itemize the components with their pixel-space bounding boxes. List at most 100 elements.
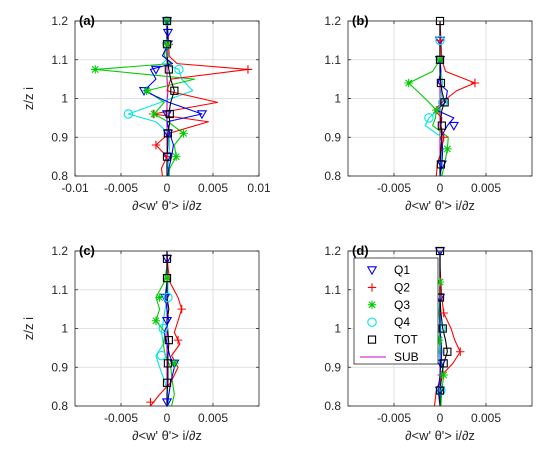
y-tick-label: 1.1	[51, 283, 68, 297]
series-q4-markers	[424, 35, 448, 123]
y-tick-label: 1.2	[51, 14, 68, 28]
x-tick-label: 0.005	[198, 411, 228, 425]
series-tot-marker	[443, 347, 452, 356]
y-tick-label: 0.9	[51, 360, 68, 374]
legend-q4-label: Q4	[394, 315, 410, 329]
y-tick-label: 1	[61, 322, 68, 336]
x-tick-label: -0.005	[377, 181, 411, 195]
y-tick-label: 1.1	[324, 283, 341, 297]
legend-q4-marker	[367, 317, 377, 327]
series-tot-marker	[162, 274, 172, 283]
series-tot-marker	[436, 160, 446, 169]
y-tick-label: 1.2	[324, 244, 341, 258]
panel-label: (c)	[79, 243, 95, 258]
series-q2-marker	[470, 78, 480, 88]
panel-label: (b)	[352, 13, 369, 28]
y-tick-label: 1	[334, 92, 341, 106]
series-tot-marker	[162, 254, 172, 263]
series-q3-marker	[170, 359, 179, 368]
series-tot-line	[166, 21, 175, 176]
series-q4-marker	[438, 97, 448, 108]
y-tick-label: 1.1	[51, 53, 68, 67]
panel-a: -0.01 -0.005 0 0.005 0.01 0.8 0.9 1 1.1 1.2 (a) ∂<w…	[21, 13, 271, 213]
series-tot-marker	[435, 386, 445, 395]
x-tick-label: -0.01	[61, 181, 89, 195]
y-tick-label: 0.8	[51, 169, 68, 183]
series-q2-marker	[243, 65, 253, 74]
series-q2-markers	[435, 36, 480, 142]
series-q3-marker	[162, 40, 172, 49]
series-tot-marker	[436, 78, 446, 88]
y-tick-label: 0.8	[324, 399, 341, 413]
series-q1-marker	[150, 65, 162, 75]
series-tot-marker	[162, 40, 172, 49]
series-q3-marker	[91, 65, 100, 74]
series-q4-markers	[156, 292, 173, 361]
series-q3-marker	[432, 105, 441, 115]
series-q3-markers	[404, 55, 452, 154]
series-q3-marker	[435, 55, 445, 64]
series-q2-marker	[173, 335, 183, 345]
y-axis-label: z/z i	[21, 317, 36, 340]
series-q3-marker	[404, 78, 413, 88]
y-tick-label: 0.8	[51, 399, 68, 413]
series-q3-marker	[179, 129, 188, 138]
legend: Q1 Q2 Q3 Q4 TOT SUB	[353, 257, 439, 365]
series-tot-markers	[435, 246, 452, 395]
x-tick-label: -0.005	[377, 411, 411, 425]
x-tick-label: 0	[437, 181, 444, 195]
x-tick-label: -0.005	[104, 411, 138, 425]
legend-q2-label: Q2	[394, 280, 410, 294]
y-tick-label: 1.2	[51, 244, 68, 258]
panel-b: -0.005 0 0.005 0.8 0.9 1 1.1 1.2 (b) ∂<w' θ'> i/∂…	[324, 13, 533, 213]
y-tick-label: 1	[61, 92, 68, 106]
legend-q3-marker	[367, 300, 377, 309]
x-tick-label: 0.01	[247, 181, 271, 195]
series-q4-marker	[435, 35, 445, 46]
series-q4-marker	[424, 113, 434, 123]
legend-tot-marker	[367, 335, 377, 344]
series-q3-marker	[162, 273, 172, 283]
series-tot-marker	[170, 86, 179, 95]
series-tot-marker	[435, 55, 445, 64]
series-q1-marker	[162, 28, 174, 38]
series-q3-markers	[151, 273, 179, 368]
series-q1-marker	[161, 398, 173, 408]
y-tick-label: 1	[334, 322, 341, 336]
series-q1-marker	[196, 110, 208, 120]
series-q4-marker	[123, 109, 134, 119]
series-q3-markers	[91, 16, 188, 161]
series-tot-marker	[164, 65, 173, 74]
series-q4-marker	[163, 292, 173, 303]
legend-sub-label: SUB	[394, 350, 419, 364]
x-tick-label: 0	[437, 411, 444, 425]
y-tick-label: 0.9	[51, 130, 68, 144]
series-q3-markers	[434, 277, 448, 380]
series-q2-marker	[151, 140, 161, 150]
series-tot-marker	[163, 359, 173, 368]
y-tick-label: 0.9	[324, 130, 341, 144]
legend-box	[353, 257, 439, 365]
series-q3-marker	[443, 144, 452, 154]
series-tot-marker	[164, 336, 173, 345]
series-q3-marker	[142, 86, 151, 95]
x-tick-label: 0.005	[471, 181, 501, 195]
series-tot-marker	[162, 378, 172, 387]
series-q1-marker	[448, 121, 459, 131]
y-tick-label: 1.2	[324, 14, 341, 28]
series-tot-marker	[437, 121, 446, 130]
panel-d: -0.005 0 0.005 0.8 0.9 1 1.1 1.2 (d) ∂<w' θ'> i/∂…	[324, 243, 533, 443]
series-q3-marker	[155, 293, 164, 302]
series-q3-marker	[435, 277, 445, 287]
y-tick-label: 0.9	[324, 360, 341, 374]
series-q2-marker	[146, 397, 155, 407]
series-tot-marker	[163, 129, 173, 138]
series-q3-marker	[434, 335, 444, 345]
legend-q3-label: Q3	[394, 298, 410, 312]
y-axis-label: z/z i	[21, 87, 36, 110]
x-axis-label: ∂<w' θ'> i/∂z	[132, 428, 202, 443]
series-q2-marker	[439, 133, 448, 142]
x-axis-label: ∂<w' θ'> i/∂z	[132, 198, 202, 213]
x-axis-label: ∂<w' θ'> i/∂z	[405, 198, 475, 213]
panel-label: (d)	[352, 243, 369, 258]
